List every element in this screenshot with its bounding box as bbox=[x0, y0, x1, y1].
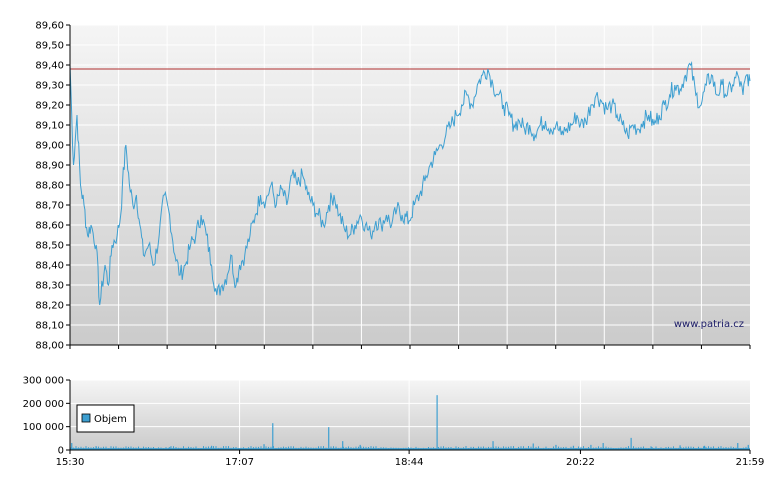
volume-y-tick-label: 200 000 bbox=[23, 399, 64, 410]
legend-label: Objem bbox=[94, 414, 127, 425]
volume-y-tick-label: 300 000 bbox=[23, 376, 64, 387]
x-tick-label: 17:07 bbox=[225, 457, 254, 468]
price-y-tick-label: 88,90 bbox=[35, 161, 64, 172]
price-y-tick-label: 89,60 bbox=[35, 21, 64, 32]
price-y-tick-label: 89,10 bbox=[35, 121, 64, 132]
price-y-tick-label: 89,50 bbox=[35, 41, 64, 52]
legend-swatch bbox=[81, 413, 91, 423]
price-y-tick-label: 88,00 bbox=[35, 341, 64, 352]
volume-y-tick-label: 0 bbox=[58, 446, 64, 457]
price-series-line bbox=[69, 60, 751, 306]
price-y-tick-label: 89,20 bbox=[35, 101, 64, 112]
price-y-tick-label: 89,40 bbox=[35, 61, 64, 72]
volume-baseline bbox=[70, 448, 750, 450]
price-y-tick-label: 88,20 bbox=[35, 301, 64, 312]
x-tick-label: 18:44 bbox=[395, 457, 424, 468]
price-y-tick-label: 88,40 bbox=[35, 261, 64, 272]
grid-lines bbox=[70, 24, 750, 450]
watermark: www.patria.cz bbox=[674, 319, 744, 330]
price-series-group bbox=[69, 60, 751, 306]
price-y-tick-label: 88,60 bbox=[35, 221, 64, 232]
price-y-tick-label: 88,10 bbox=[35, 321, 64, 332]
price-y-tick-label: 88,50 bbox=[35, 241, 64, 252]
x-tick-label: 21:59 bbox=[736, 457, 765, 468]
x-tick-label: 15:30 bbox=[56, 457, 85, 468]
volume-plot-area bbox=[70, 380, 750, 450]
axes bbox=[66, 24, 751, 454]
volume-y-tick-label: 100 000 bbox=[23, 422, 64, 433]
price-y-tick-label: 88,80 bbox=[35, 181, 64, 192]
price-y-tick-label: 88,70 bbox=[35, 201, 64, 212]
price-y-tick-label: 89,30 bbox=[35, 81, 64, 92]
x-tick-label: 20:22 bbox=[566, 457, 595, 468]
price-y-tick-label: 89,00 bbox=[35, 141, 64, 152]
price-y-tick-label: 88,30 bbox=[35, 281, 64, 292]
tick-labels: 88,00 88,10 88,20 88,30 88,40 88,50 88,60 88,70… bbox=[23, 21, 765, 469]
volume-legend: Objem bbox=[76, 404, 135, 433]
